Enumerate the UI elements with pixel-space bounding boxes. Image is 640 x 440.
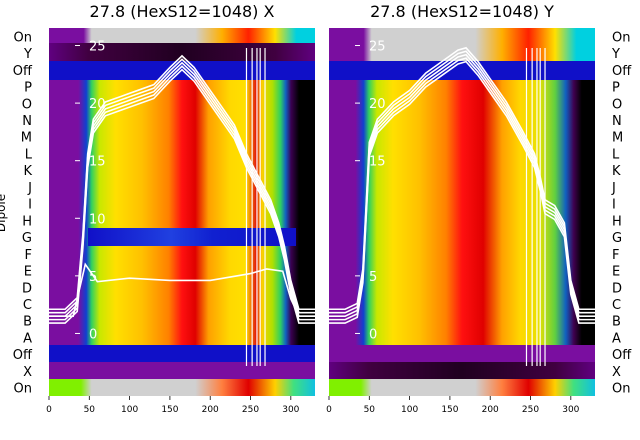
row-label: L [612,147,620,162]
x-tick-label: 300 [562,405,579,415]
row-label: C [23,298,32,313]
overlay-y-tick-label: 5 [89,270,97,285]
overlay-profile-line [329,46,595,311]
row-label: D [612,281,622,296]
x-tick-label: 300 [282,405,299,415]
heatmap-row-g-flat [88,228,296,246]
overlay-y-tick-label: 25 [369,40,386,55]
overlay-y-tick-label: 15 [89,155,106,170]
overlay-x [49,48,315,366]
overlay-y-tick-label: 25 [89,40,106,55]
row-label: X [23,365,32,380]
overlay-y-tick-label: 15 [369,155,386,170]
heatmap-x [49,28,315,396]
overlay-y [329,46,595,366]
panel-y: 27.8 (HexS12=1048) Y On X Off ABCDEFGHIJKLM… [326,2,632,415]
overlay-y-tick-label: 20 [89,97,106,112]
x-tick-label: 100 [401,405,418,415]
row-label: K [23,164,32,179]
row-label: L [25,147,33,162]
row-label: Y [23,47,32,62]
x-tick-label: 0 [46,405,52,415]
y-axis-overlay-x: 0 5 10 15 20 25 [75,40,106,342]
row-label: N [612,114,622,129]
heatmap-row-off-top-y [329,61,595,80]
row-label: C [612,298,621,313]
row-label: B [612,315,621,330]
x-tick-label: 0 [326,405,332,415]
x-axis-x: 0 50 100 150 200 250 300 [46,396,300,415]
row-label: B [23,315,32,330]
overlay-y-tick-label: 10 [89,212,106,227]
row-label: P [612,81,620,96]
heatmap-row-on-bottom-y [329,379,595,396]
x-tick-label: 150 [441,405,458,415]
heatmap-row-on-top [49,28,315,43]
heatmap-y [329,28,595,396]
row-label: I [612,198,616,213]
row-label: J [611,181,616,196]
row-label: H [612,214,622,229]
overlay-y-tick-label: 5 [369,270,377,285]
heatmap-row-off-bottom-y [329,345,595,362]
row-label: H [22,214,32,229]
row-label: O [612,97,622,112]
x-tick-label: 50 [84,405,96,415]
x-tick-label: 250 [522,405,539,415]
row-label: M [612,131,623,146]
row-label: On [612,382,630,397]
row-label: J [27,181,32,196]
row-label: A [23,331,32,346]
chart-title-x: 27.8 (HexS12=1048) X [90,2,275,21]
row-label: On [612,30,630,45]
row-label: Off [612,64,632,79]
row-label: G [612,231,622,246]
row-label: F [25,248,32,263]
row-label: I [28,198,32,213]
row-label: A [612,331,621,346]
row-label: Off [13,64,33,79]
chart-title-y: 27.8 (HexS12=1048) Y [370,2,554,21]
row-label: E [24,265,32,280]
row-label: E [612,265,620,280]
row-label: D [22,281,32,296]
x-axis-y: 0 50 100 150 200 250 300 [326,396,580,415]
row-label: X [612,365,621,380]
y-axis-overlay-y: 0 5 15 20 25 [355,40,386,342]
heatmap-row-y [49,43,315,61]
row-label: On [14,30,32,45]
x-tick-label: 200 [482,405,499,415]
overlay-y-tick-label: 0 [369,327,377,342]
x-tick-label: 150 [161,405,178,415]
heatmap-row-x-y [329,362,595,379]
row-label: F [612,248,619,263]
x-tick-label: 250 [242,405,259,415]
heatmap-row-x [49,362,315,379]
panel-x: 27.8 (HexS12=1048) X On X Off ABCDEFGHIJKLM… [0,2,315,415]
overlay-profile-line [49,54,315,311]
row-label: Off [13,348,33,363]
y-axis-label: Dipole [0,194,8,232]
row-label: N [22,114,32,129]
overlay-flat-line [49,262,315,317]
row-label: G [22,231,32,246]
heatmap-body-y [329,80,595,345]
x-tick-label: 50 [364,405,376,415]
overlay-y-tick-label: 20 [369,97,386,112]
x-tick-label: 200 [202,405,219,415]
row-label: Off [612,348,632,363]
row-label: M [21,131,32,146]
row-label: On [14,382,32,397]
row-label: O [22,97,32,112]
x-tick-label: 100 [121,405,138,415]
heatmap-row-off-bottom [49,345,315,362]
overlay-y-tick-label: 0 [89,327,97,342]
heatmap-row-on-bottom [49,379,315,396]
row-label: K [612,164,621,179]
row-label: P [24,81,32,96]
row-label: Y [611,47,620,62]
